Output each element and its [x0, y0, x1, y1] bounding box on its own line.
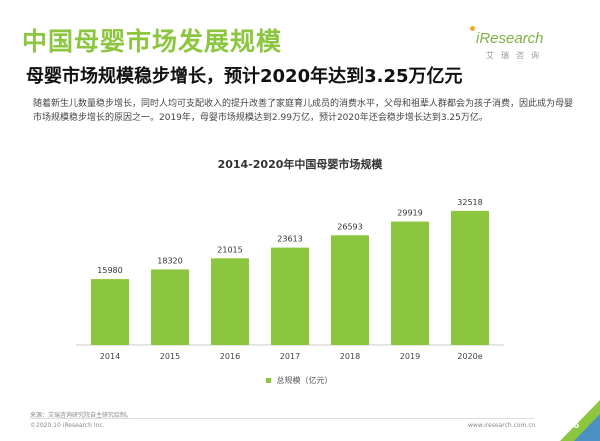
data-label-2016: 21015: [217, 245, 242, 254]
page-subtitle: 母婴市场规模稳步增长，预计2020年达到3.25万亿元: [26, 66, 463, 87]
data-label-2019: 29919: [397, 209, 422, 218]
x-tick-2014: 2014: [100, 352, 120, 361]
source-note: 来源：艾瑞咨询研究院自主研究绘制。: [30, 412, 133, 419]
bar-2014: [91, 279, 129, 345]
legend-label: 总规模（亿元）: [276, 376, 333, 385]
data-label-2014: 15980: [97, 266, 122, 275]
logo-dot-icon: [470, 26, 475, 31]
body-paragraph: 随着新生儿数量稳步增长，同时人均可支配收入的提升改善了家庭育儿成员的消费水平，父…: [33, 99, 574, 123]
logo-brand: iResearch: [476, 30, 544, 47]
bar-2016: [211, 258, 249, 345]
logo-tagline: 艾瑞咨询: [486, 51, 546, 60]
x-tick-2015: 2015: [160, 352, 180, 361]
data-label-2020e: 32518: [457, 198, 482, 207]
x-tick-2019: 2019: [400, 352, 420, 361]
x-tick-2020e: 2020e: [457, 352, 482, 361]
iresearch-logo: iResearch 艾瑞咨询: [468, 20, 574, 62]
website-text: www.iresearch.com.cn: [468, 422, 536, 429]
data-label-2018: 26593: [337, 222, 362, 231]
bar-2019: [391, 221, 429, 345]
corner-decoration: [560, 400, 600, 441]
legend-swatch: [266, 378, 271, 383]
data-label-2017: 23613: [277, 235, 302, 244]
bar-2018: [331, 235, 369, 345]
footer-divider: [30, 418, 535, 419]
copyright-text: ©2020.10 iResearch Inc.: [30, 422, 105, 429]
x-tick-2017: 2017: [280, 352, 300, 361]
bar-2015: [151, 269, 189, 345]
chart-legend: 总规模（亿元）: [266, 375, 333, 386]
data-label-2015: 18320: [157, 256, 182, 265]
x-tick-2018: 2018: [340, 352, 360, 361]
bar-2020e: [451, 210, 489, 345]
page-number: 6: [573, 421, 580, 431]
page-title: 中国母婴市场发展规模: [22, 27, 283, 56]
bar-2017: [271, 247, 309, 345]
chart-title: 2014-2020年中国母婴市场规模: [217, 158, 383, 171]
x-tick-2016: 2016: [220, 352, 240, 361]
